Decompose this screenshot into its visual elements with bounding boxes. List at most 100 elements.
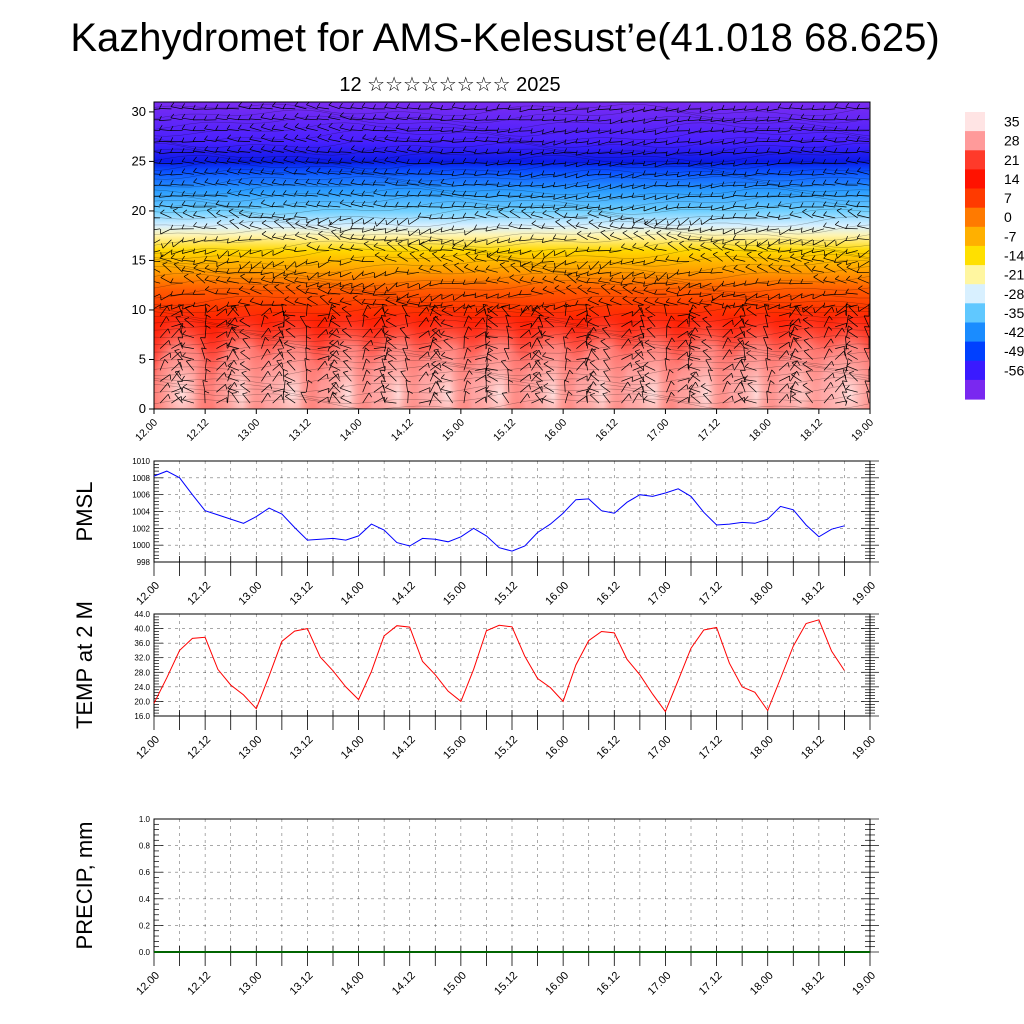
wind-barb-flag <box>487 372 492 376</box>
wind-barb-flag <box>170 291 173 297</box>
wind-barb <box>541 119 554 121</box>
wind-barb-flag <box>384 308 389 313</box>
wind-barb <box>733 108 746 111</box>
wind-barb <box>587 141 599 145</box>
wind-barb-flag <box>744 245 748 251</box>
wind-barb-flag <box>159 170 162 176</box>
wind-barb-flag <box>242 392 248 395</box>
wind-barb <box>381 358 386 371</box>
wind-barb-flag <box>431 371 437 375</box>
wind-barb-flag <box>485 169 489 174</box>
wind-barb <box>463 304 469 317</box>
wind-barb-flag <box>597 170 601 176</box>
wind-barb-flag <box>847 350 852 354</box>
wind-barb-flag <box>847 358 853 362</box>
wind-barb <box>845 106 858 110</box>
wind-barb <box>542 267 555 273</box>
wind-barb-flag <box>440 203 443 209</box>
wind-barb-flag <box>676 116 679 123</box>
wind-barb-flag <box>260 156 265 161</box>
wind-barb <box>745 344 757 349</box>
wind-barb <box>621 130 633 135</box>
wind-barb-flag <box>384 178 389 183</box>
wind-barb-flag <box>640 307 644 313</box>
wind-barb <box>846 365 858 371</box>
wind-barb <box>339 202 352 208</box>
x-tick-label: 16.00 <box>543 580 571 608</box>
wind-barb <box>497 304 510 309</box>
wind-barb <box>532 373 543 382</box>
wind-barb-flag <box>262 264 264 270</box>
wind-barb <box>587 108 600 113</box>
wind-barb-flag <box>181 342 186 347</box>
wind-barb <box>536 381 543 393</box>
wind-barb-flag <box>384 168 388 174</box>
wind-barb-flag <box>496 247 499 253</box>
wind-barb-flag <box>744 127 747 133</box>
wind-barb-flag <box>440 214 443 219</box>
wind-barb <box>542 141 554 146</box>
wind-barb <box>350 129 363 132</box>
wind-barb-flag <box>587 340 592 345</box>
wind-barb <box>587 213 600 219</box>
wind-barb-flag <box>363 241 369 245</box>
wind-barb-flag <box>317 123 322 128</box>
wind-barb <box>734 243 746 251</box>
wind-barb-flag <box>777 182 781 188</box>
wind-barb <box>508 304 521 310</box>
wind-barb-flag <box>620 160 623 166</box>
wind-barb <box>533 250 543 259</box>
wind-barb <box>229 220 240 230</box>
wind-barb <box>216 279 228 284</box>
wind-barb-flag <box>437 350 441 356</box>
wind-barb <box>631 163 644 165</box>
wind-barb-flag <box>834 220 840 225</box>
wind-barb <box>350 107 363 110</box>
wind-barb <box>154 304 161 310</box>
wind-barb-flag <box>283 233 287 239</box>
wind-barb <box>834 205 847 208</box>
wind-barb <box>824 266 836 273</box>
wind-barb-flag <box>620 128 623 134</box>
wind-barb <box>328 260 341 262</box>
contour-line <box>154 273 870 287</box>
wind-barb <box>328 247 341 251</box>
wind-barb-flag <box>589 360 595 363</box>
wind-barb-flag <box>628 393 632 399</box>
wind-barb <box>181 107 194 110</box>
wind-barb-flag <box>834 290 837 295</box>
wind-barb-flag <box>428 330 430 336</box>
wind-barb-flag <box>507 104 511 110</box>
wind-barb-flag <box>496 137 500 143</box>
wind-barb <box>778 362 789 371</box>
wind-barb-flag <box>823 146 827 151</box>
wind-barb-flag <box>361 287 366 293</box>
wind-barb <box>842 380 847 393</box>
wind-barb <box>722 349 730 360</box>
wind-barb <box>508 195 521 198</box>
wind-barb <box>609 195 622 199</box>
wind-barb <box>496 130 509 133</box>
wind-barb <box>543 363 555 371</box>
wind-barb-flag <box>599 264 602 270</box>
wind-barb <box>260 193 273 197</box>
wind-barb-flag <box>238 209 244 214</box>
wind-barb-flag <box>530 128 533 134</box>
wind-barb <box>793 338 802 349</box>
wind-barb-flag <box>350 145 355 150</box>
wind-barb <box>463 380 468 393</box>
wind-barb-flag <box>350 167 355 173</box>
wind-barb <box>789 162 802 164</box>
wind-barb-flag <box>239 220 244 224</box>
wind-barb-flag <box>316 114 320 119</box>
wind-barb <box>407 302 419 306</box>
wind-barb-flag <box>330 305 336 309</box>
wind-barb-flag <box>485 276 490 282</box>
wind-barb-flag <box>538 349 542 355</box>
wind-barb-flag <box>271 114 275 119</box>
wind-barb-flag <box>689 220 692 226</box>
colorbar-label: -28 <box>1004 286 1024 302</box>
wind-barb-flag <box>171 242 174 248</box>
wind-barb <box>737 393 746 404</box>
y-tick-label: 0.0 <box>139 948 151 957</box>
